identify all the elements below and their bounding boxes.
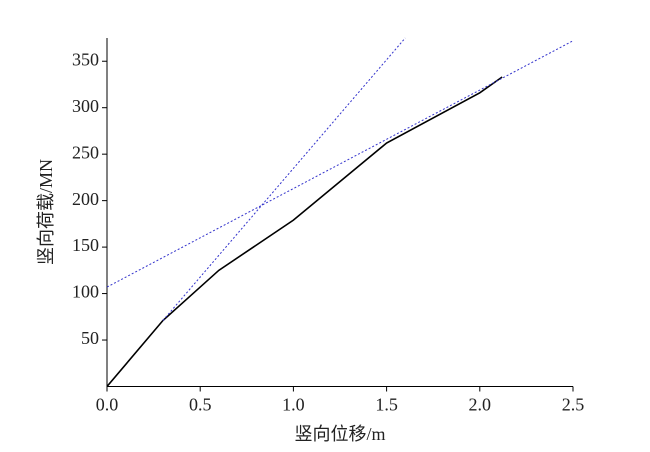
series-line [162,37,406,321]
y-tick-label: 50 [81,328,99,348]
y-axis-label: 竖向荷载/MN [36,159,56,265]
y-tick-label: 200 [72,189,99,209]
series-line [106,40,574,288]
x-axis-label: 竖向位移/m [294,424,385,444]
x-tick-label: 1.0 [282,395,305,415]
x-tick-label: 2.0 [469,395,492,415]
x-tick-label: 1.5 [375,395,398,415]
y-tick-label: 250 [72,142,99,162]
y-tick-label: 100 [72,282,99,302]
y-tick-label: 300 [72,96,99,116]
x-tick-label: 0.0 [96,395,119,415]
series-line [106,76,503,388]
x-tick-label: 2.5 [562,395,585,415]
y-tick-label: 350 [72,49,99,69]
x-tick-label: 0.5 [189,395,212,415]
y-tick-label: 150 [72,235,99,255]
